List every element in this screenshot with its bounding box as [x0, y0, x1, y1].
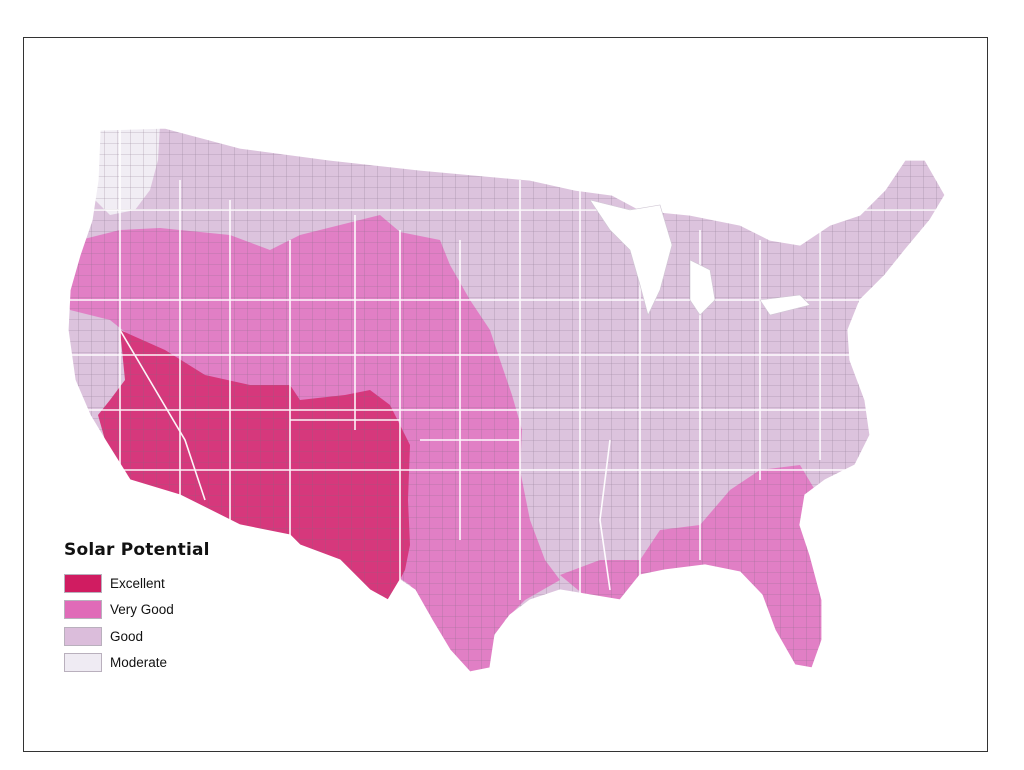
legend-swatch-very-good — [64, 600, 102, 620]
legend-title: Solar Potential — [64, 540, 210, 560]
legend-item-good: Good — [64, 623, 210, 650]
legend-swatch-excellent — [64, 573, 102, 593]
legend-label: Very Good — [110, 602, 174, 618]
legend-swatch-moderate — [64, 653, 102, 673]
legend-item-moderate: Moderate — [64, 650, 210, 677]
great-lakes — [589, 199, 811, 316]
legend-item-very-good: Very Good — [64, 597, 210, 624]
legend-label: Moderate — [110, 655, 168, 671]
legend-swatch-good — [64, 626, 102, 646]
legend-label: Good — [110, 628, 144, 644]
legend: Solar Potential Excellent Very Good Good… — [64, 540, 210, 676]
legend-label: Excellent — [110, 575, 165, 591]
legend-item-excellent: Excellent — [64, 570, 210, 597]
